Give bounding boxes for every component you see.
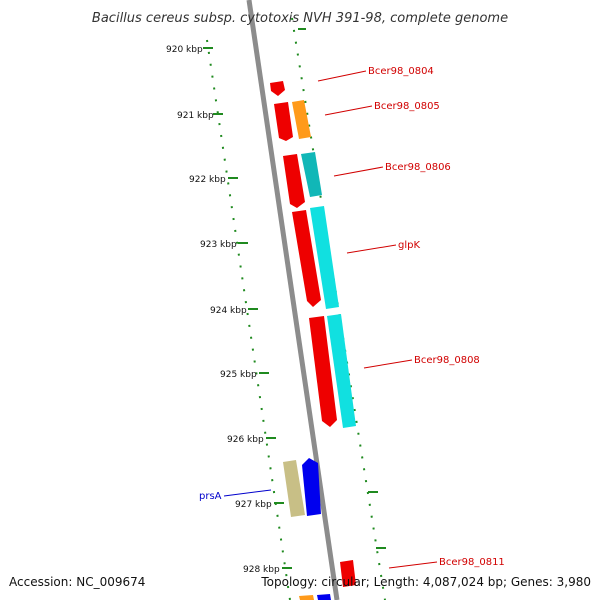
gene-glpk-cyan[interactable] (310, 206, 339, 309)
gene-bcer98-0811[interactable] (340, 560, 356, 587)
topology-summary: Topology: circular; Length: 4,087,024 bp… (260, 575, 591, 589)
gene-bcer98-0806-teal[interactable] (301, 152, 322, 197)
gene-labels: Bcer98_0804 Bcer98_0805 Bcer98_0806 glpK… (199, 66, 505, 568)
leader-line (346, 244, 397, 254)
leader-line (333, 166, 384, 177)
gene-bottom-orange[interactable] (299, 595, 314, 600)
gene-bcer98-0806-red[interactable] (283, 154, 305, 208)
gene-bottom-blue[interactable] (317, 594, 331, 600)
leader-line (388, 561, 438, 569)
gene-label[interactable]: prsA (199, 491, 222, 502)
gene-prsa-blue[interactable] (302, 458, 321, 516)
gene-label[interactable]: Bcer98_0811 (439, 557, 505, 568)
genome-title: Bacillus cereus subsp. cytotoxis NVH 391… (92, 11, 508, 26)
gene-prsa-olive[interactable] (283, 460, 305, 517)
tick-label: 921 kbp (177, 111, 214, 121)
leader-line (363, 359, 413, 369)
gene-glpk-red[interactable] (292, 210, 321, 307)
tick-label: 923 kbp (200, 240, 237, 250)
gene-bcer98-0805-orange[interactable] (292, 100, 311, 139)
tick-label: 924 kbp (210, 306, 247, 316)
tick-labels: 920 kbp 921 kbp 922 kbp 923 kbp 924 kbp … (166, 45, 280, 575)
leader-line (317, 70, 367, 82)
tick-label: 928 kbp (243, 565, 280, 575)
tick-label: 920 kbp (166, 45, 203, 55)
gene-label[interactable]: Bcer98_0804 (368, 66, 434, 77)
tick-label: 926 kbp (227, 435, 264, 445)
gene-bcer98-0805-red[interactable] (274, 102, 293, 141)
genome-backbone (246, 0, 340, 600)
gene-features (270, 81, 356, 600)
tick-label: 927 kbp (235, 500, 272, 510)
gene-label[interactable]: Bcer98_0808 (414, 355, 480, 366)
gene-label[interactable]: glpK (398, 240, 420, 251)
tick-label: 925 kbp (220, 370, 257, 380)
gene-bcer98-0808-cyan[interactable] (327, 314, 356, 428)
accession-label: Accession: NC_009674 (9, 575, 145, 589)
gene-bcer98-0808-red[interactable] (309, 316, 337, 427)
gene-leader-lines (223, 70, 438, 569)
gene-label[interactable]: Bcer98_0806 (385, 162, 451, 173)
leader-line (223, 489, 272, 497)
tick-label: 922 kbp (189, 175, 226, 185)
gene-label[interactable]: Bcer98_0805 (374, 101, 440, 112)
gene-bcer98-0804[interactable] (270, 81, 285, 96)
leader-line (324, 105, 373, 116)
outer-dotted-track (291, 17, 386, 600)
tick-marks (203, 28, 386, 569)
